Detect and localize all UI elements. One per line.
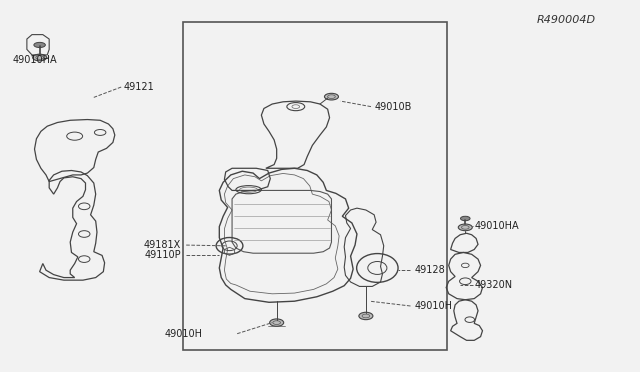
Text: 49010H: 49010H [414,301,452,311]
Text: 49128: 49128 [414,265,445,275]
Ellipse shape [324,93,339,100]
Text: 49010B: 49010B [374,102,412,112]
Ellipse shape [269,319,284,326]
Bar [183,22,447,350]
Text: 49121: 49121 [124,82,154,92]
Ellipse shape [33,54,47,61]
Text: 49010HA: 49010HA [475,221,520,231]
Text: 49010HA: 49010HA [13,55,58,65]
Ellipse shape [34,42,45,48]
Text: R490004D: R490004D [537,15,596,25]
Text: 49110P: 49110P [145,250,181,260]
Ellipse shape [359,312,373,320]
Ellipse shape [458,224,472,231]
Text: 49320N: 49320N [475,280,513,290]
Text: 49010H: 49010H [164,329,202,339]
Text: 49181X: 49181X [144,240,181,250]
Ellipse shape [461,216,470,221]
